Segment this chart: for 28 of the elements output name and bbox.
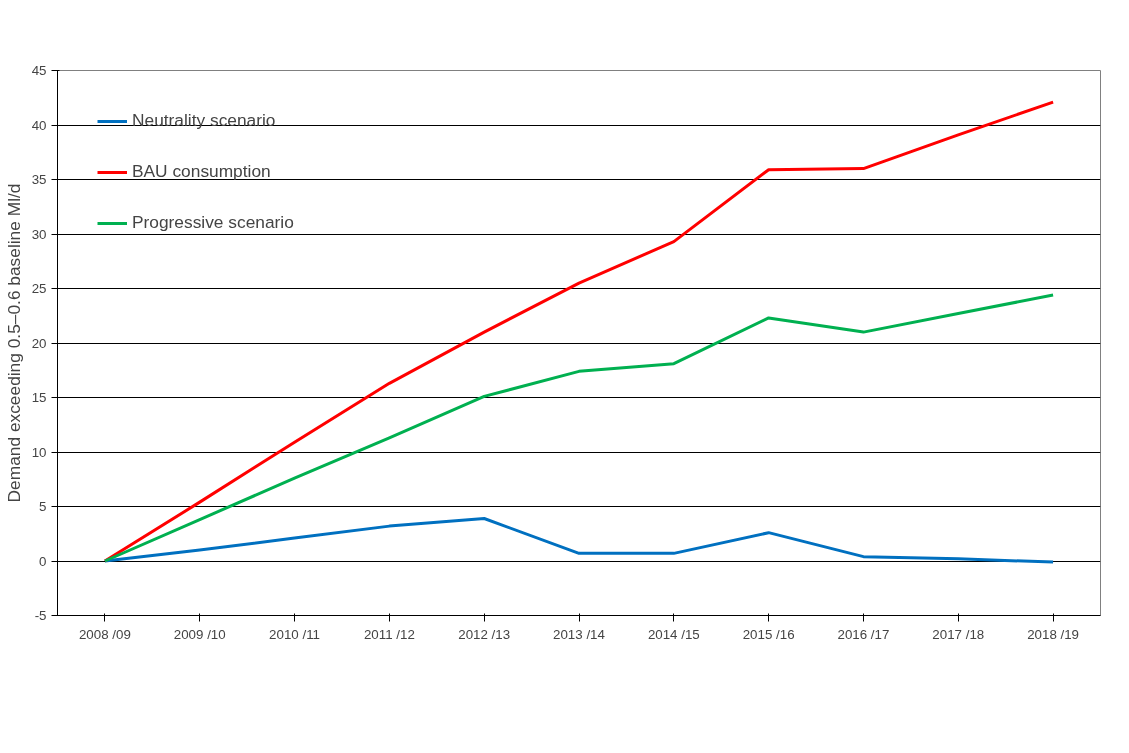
x-tick-label: 2012 /13 xyxy=(458,626,511,642)
y-tick-label: 45 xyxy=(31,63,47,78)
y-tick-label: 20 xyxy=(31,335,47,351)
x-tick-label: 2015 /16 xyxy=(742,626,795,642)
y-tick-label: 30 xyxy=(31,226,47,242)
legend-label: BAU consumption xyxy=(132,161,271,182)
x-tick-label: 2010 /11 xyxy=(269,626,321,642)
x-tick-label: 2016 /17 xyxy=(837,626,890,642)
y-tick-label: 10 xyxy=(31,444,47,460)
y-tick-label: 35 xyxy=(31,172,47,187)
line-series xyxy=(103,293,1055,563)
y-tick-label: 5 xyxy=(39,499,47,514)
legend-label: Progressive scenario xyxy=(132,212,294,233)
y-tick-label: 0 xyxy=(39,553,47,569)
x-tick-label: 2017 /18 xyxy=(932,626,985,642)
y-tick-label: 15 xyxy=(31,390,47,405)
x-tick-label: 2014 /15 xyxy=(647,626,700,642)
y-tick-label: 25 xyxy=(31,281,47,296)
y-tick-label: 40 xyxy=(31,117,47,133)
line-series xyxy=(103,100,1055,563)
x-tick-label: 2018 /19 xyxy=(1027,626,1080,642)
legend-label: Neutrality scenario xyxy=(132,110,276,131)
x-tick-label: 2008 /09 xyxy=(78,626,131,642)
x-tick-label: 2013 /14 xyxy=(553,626,606,642)
y-axis-title: Demand exceeding 0.5–0.6 baseline Ml/d xyxy=(3,183,24,503)
x-tick-label: 2011 /12 xyxy=(363,626,415,642)
x-tick-label: 2009 /10 xyxy=(173,626,226,642)
y-tick-label: -5 xyxy=(34,608,47,623)
